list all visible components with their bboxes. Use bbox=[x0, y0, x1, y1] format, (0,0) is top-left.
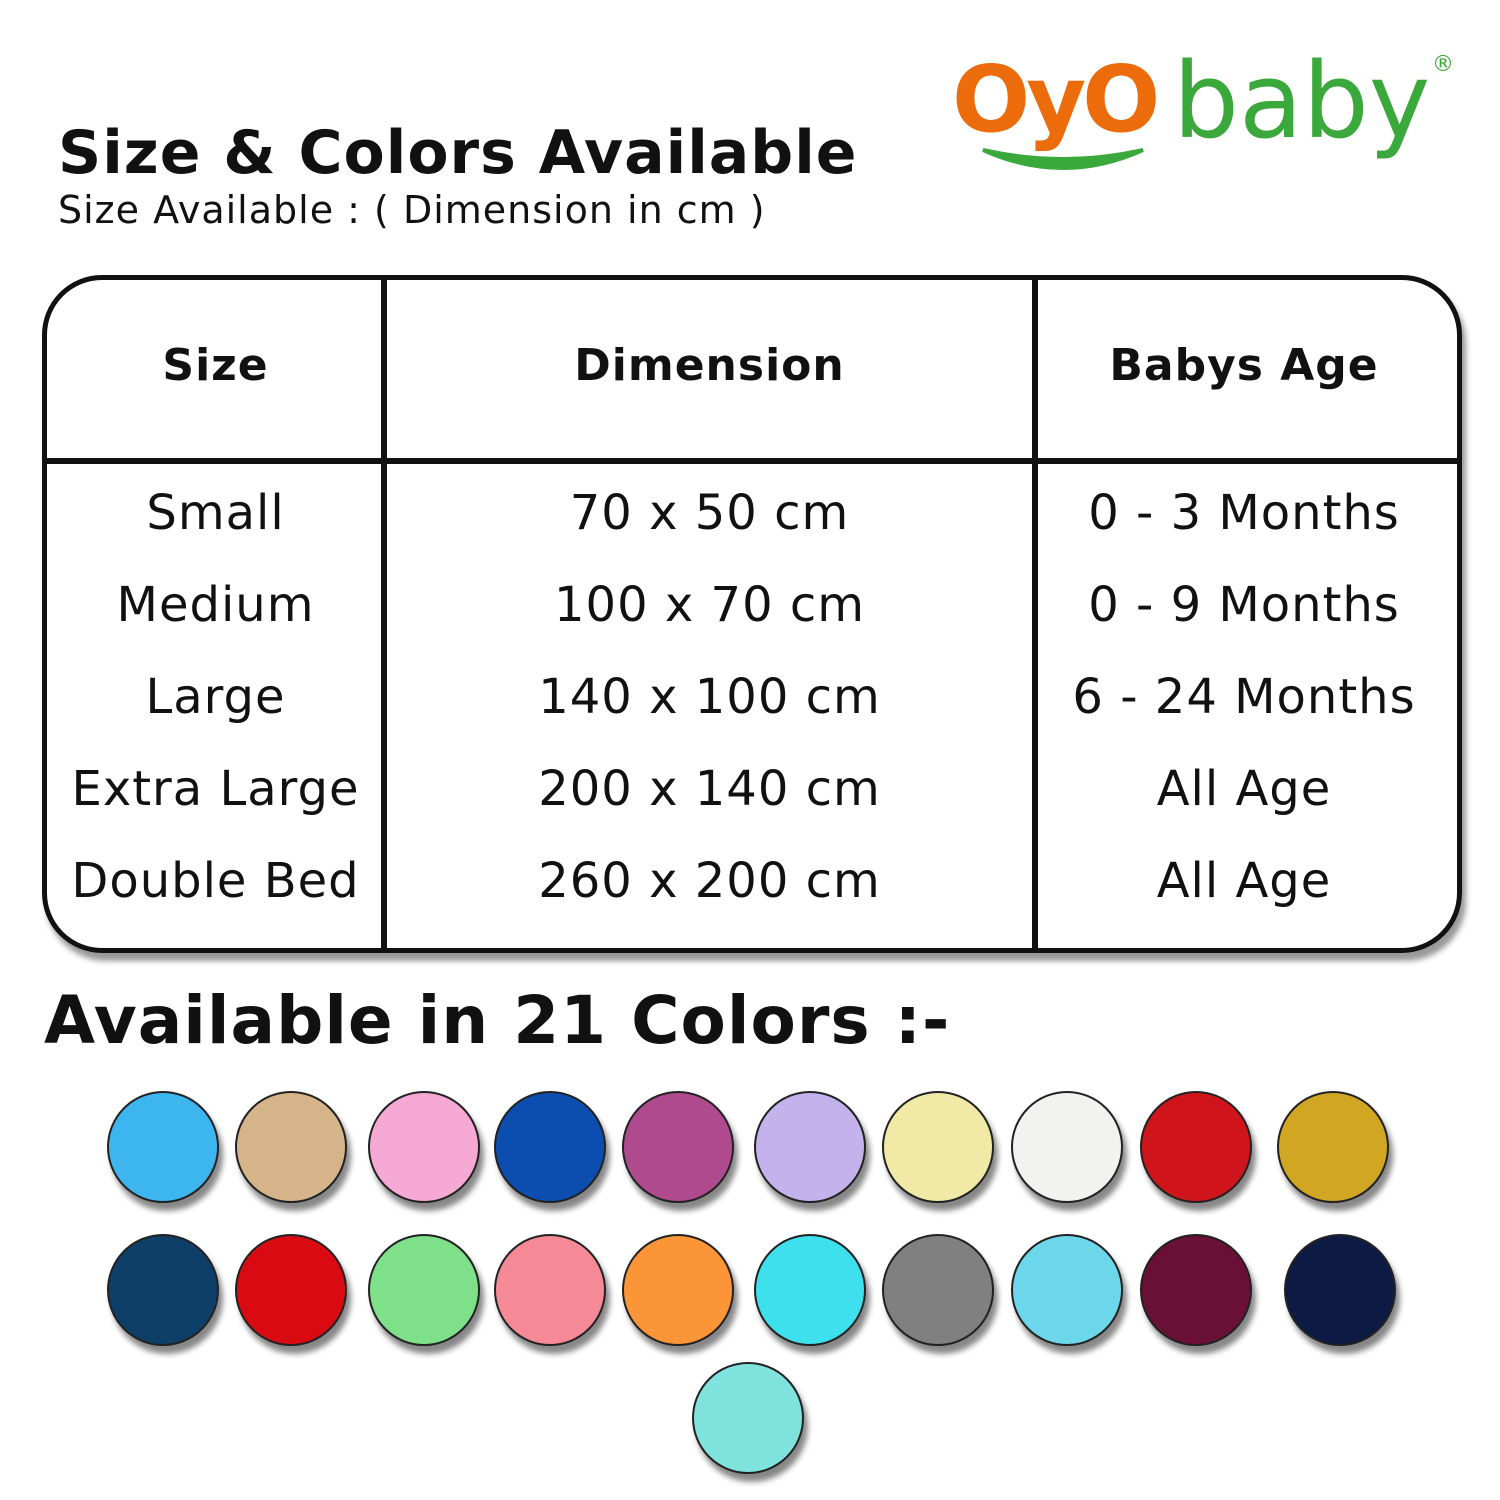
size-table: Size Dimension Babys Age Small 70 x 50 cm 0 -… bbox=[42, 275, 1462, 953]
color-swatch bbox=[1277, 1091, 1389, 1203]
colors-title: Available in 21 Colors :- bbox=[44, 982, 951, 1059]
cell-age: 0 - 9 Months bbox=[1088, 577, 1400, 633]
cell-age: 6 - 24 Months bbox=[1072, 669, 1416, 725]
color-swatch bbox=[1011, 1234, 1123, 1346]
cell-size: Small bbox=[146, 485, 285, 541]
cell-size: Large bbox=[145, 669, 286, 725]
cell-age: All Age bbox=[1156, 761, 1332, 817]
color-swatch bbox=[1011, 1091, 1123, 1203]
cell-age: All Age bbox=[1156, 853, 1332, 909]
color-swatch bbox=[882, 1091, 994, 1203]
registered-mark: ® bbox=[1432, 52, 1454, 77]
cell-age: 0 - 3 Months bbox=[1088, 485, 1400, 541]
color-swatch bbox=[235, 1234, 347, 1346]
color-swatch bbox=[692, 1362, 804, 1474]
color-swatch bbox=[882, 1234, 994, 1346]
logo-baby: baby bbox=[1173, 40, 1431, 162]
cell-size: Extra Large bbox=[71, 761, 360, 817]
logo-oyo: OyO bbox=[952, 46, 1160, 153]
color-swatch bbox=[368, 1234, 480, 1346]
color-swatch bbox=[107, 1091, 219, 1203]
cell-size: Medium bbox=[116, 577, 315, 633]
cell-dimension: 200 x 140 cm bbox=[538, 761, 881, 817]
page-subtitle: Size Available : ( Dimension in cm ) bbox=[58, 188, 766, 232]
color-swatch bbox=[235, 1091, 347, 1203]
color-swatch bbox=[494, 1091, 606, 1203]
column-divider bbox=[381, 280, 387, 948]
page-title: Size & Colors Available bbox=[58, 118, 858, 188]
cell-dimension: 260 x 200 cm bbox=[538, 853, 881, 909]
header-age: Babys Age bbox=[1109, 340, 1379, 391]
color-swatch bbox=[368, 1091, 480, 1203]
color-swatch bbox=[494, 1234, 606, 1346]
color-swatch bbox=[1140, 1234, 1252, 1346]
cell-dimension: 100 x 70 cm bbox=[553, 577, 866, 633]
color-swatch bbox=[754, 1234, 866, 1346]
color-swatch bbox=[1140, 1091, 1252, 1203]
color-swatch bbox=[1284, 1234, 1396, 1346]
cell-dimension: 70 x 50 cm bbox=[569, 485, 850, 541]
color-swatch bbox=[622, 1234, 734, 1346]
column-divider bbox=[1032, 280, 1038, 948]
header-dimension: Dimension bbox=[574, 340, 845, 391]
cell-size: Double Bed bbox=[71, 853, 360, 909]
color-swatch bbox=[754, 1091, 866, 1203]
color-swatch bbox=[622, 1091, 734, 1203]
smile-icon bbox=[982, 148, 1144, 170]
header-divider bbox=[47, 458, 1457, 464]
color-swatch bbox=[107, 1234, 219, 1346]
cell-dimension: 140 x 100 cm bbox=[538, 669, 881, 725]
brand-logo: OyO baby ® bbox=[948, 40, 1468, 176]
header-size: Size bbox=[162, 340, 269, 391]
